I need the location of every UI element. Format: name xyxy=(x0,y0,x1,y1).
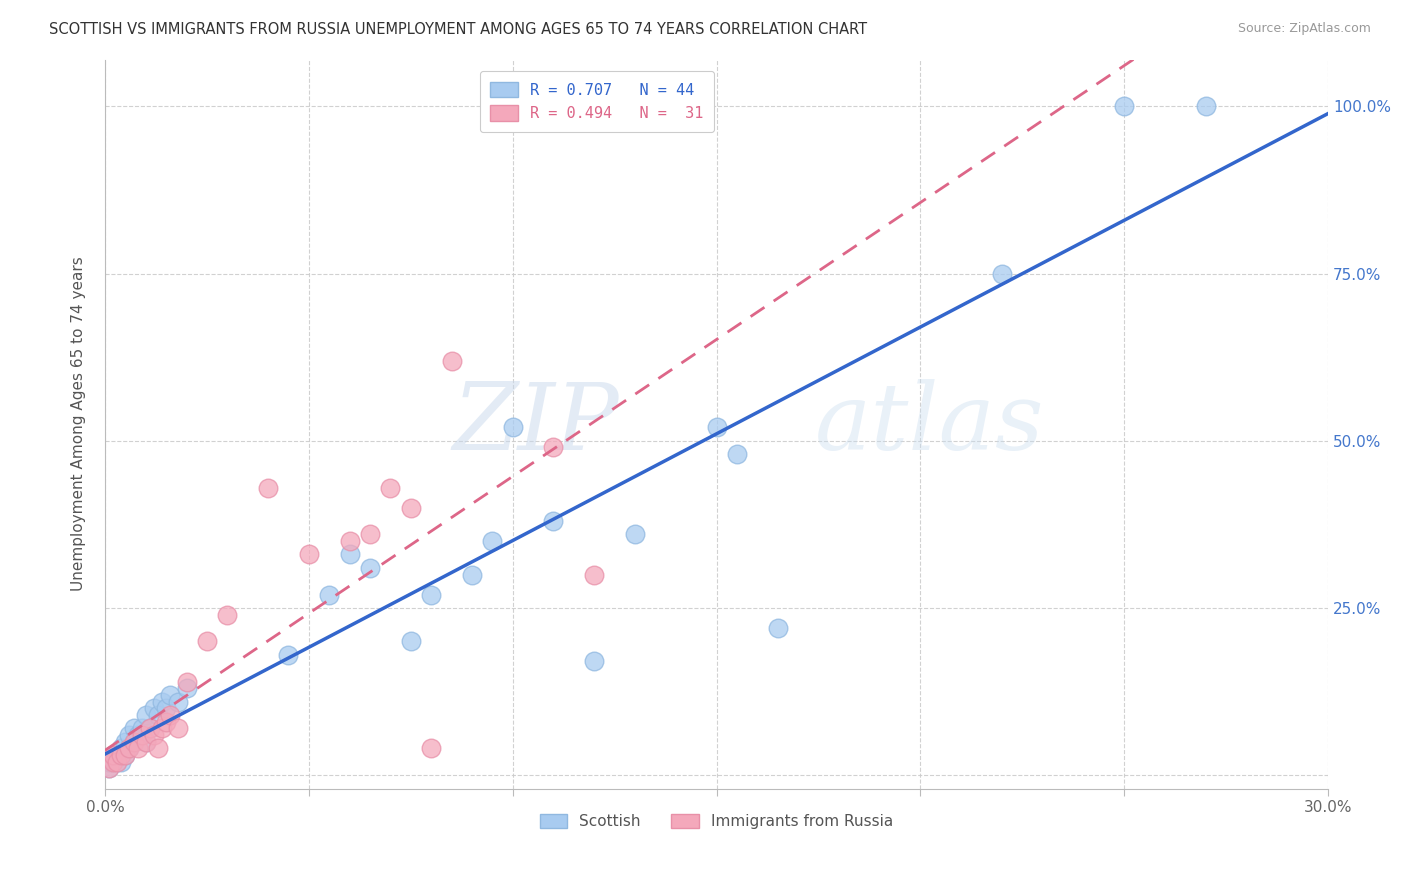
Point xyxy=(399,634,422,648)
Point xyxy=(543,514,565,528)
Point xyxy=(101,748,124,763)
Point xyxy=(461,567,484,582)
Point xyxy=(725,447,748,461)
Point xyxy=(339,548,361,562)
Text: ZIP: ZIP xyxy=(453,379,619,469)
Point xyxy=(440,353,463,368)
Point xyxy=(105,755,128,769)
Point xyxy=(110,748,132,763)
Point xyxy=(167,695,190,709)
Text: Source: ZipAtlas.com: Source: ZipAtlas.com xyxy=(1237,22,1371,36)
Point xyxy=(146,708,169,723)
Point xyxy=(114,748,136,763)
Point xyxy=(991,267,1014,281)
Point xyxy=(139,722,162,736)
Point xyxy=(114,735,136,749)
Point xyxy=(142,728,165,742)
Point xyxy=(135,735,157,749)
Point xyxy=(110,741,132,756)
Point xyxy=(420,741,443,756)
Point xyxy=(1195,99,1218,113)
Point xyxy=(135,708,157,723)
Point xyxy=(146,741,169,756)
Point xyxy=(159,688,181,702)
Point xyxy=(101,748,124,763)
Point xyxy=(98,762,121,776)
Point xyxy=(766,621,789,635)
Point xyxy=(543,441,565,455)
Point xyxy=(359,561,381,575)
Point xyxy=(155,701,177,715)
Point xyxy=(150,722,173,736)
Point xyxy=(142,701,165,715)
Text: atlas: atlas xyxy=(814,379,1043,469)
Point xyxy=(277,648,299,662)
Text: SCOTTISH VS IMMIGRANTS FROM RUSSIA UNEMPLOYMENT AMONG AGES 65 TO 74 YEARS CORREL: SCOTTISH VS IMMIGRANTS FROM RUSSIA UNEMP… xyxy=(49,22,868,37)
Point xyxy=(118,741,141,756)
Point xyxy=(105,755,128,769)
Point xyxy=(257,481,280,495)
Point xyxy=(195,634,218,648)
Point xyxy=(155,714,177,729)
Point xyxy=(127,741,149,756)
Point xyxy=(131,722,153,736)
Point xyxy=(110,755,132,769)
Point xyxy=(167,722,190,736)
Point xyxy=(359,527,381,541)
Point xyxy=(339,534,361,549)
Point xyxy=(101,755,124,769)
Point xyxy=(624,527,647,541)
Point xyxy=(1114,99,1136,113)
Point xyxy=(399,500,422,515)
Point xyxy=(318,588,340,602)
Point xyxy=(98,762,121,776)
Point xyxy=(706,420,728,434)
Point xyxy=(122,722,145,736)
Point xyxy=(502,420,524,434)
Point xyxy=(122,735,145,749)
Point xyxy=(150,695,173,709)
Point xyxy=(420,588,443,602)
Point xyxy=(122,735,145,749)
Point xyxy=(380,481,402,495)
Point xyxy=(114,748,136,763)
Point xyxy=(135,735,157,749)
Y-axis label: Unemployment Among Ages 65 to 74 years: Unemployment Among Ages 65 to 74 years xyxy=(72,257,86,591)
Point xyxy=(217,607,239,622)
Point xyxy=(159,708,181,723)
Point xyxy=(583,567,606,582)
Point xyxy=(105,748,128,763)
Point xyxy=(127,728,149,742)
Point xyxy=(98,755,121,769)
Point xyxy=(176,674,198,689)
Point xyxy=(583,655,606,669)
Point xyxy=(139,722,162,736)
Point xyxy=(118,741,141,756)
Point xyxy=(101,755,124,769)
Point xyxy=(481,534,503,549)
Point xyxy=(118,728,141,742)
Legend: Scottish, Immigrants from Russia: Scottish, Immigrants from Russia xyxy=(534,808,900,836)
Point xyxy=(131,728,153,742)
Point xyxy=(176,681,198,696)
Point xyxy=(298,548,321,562)
